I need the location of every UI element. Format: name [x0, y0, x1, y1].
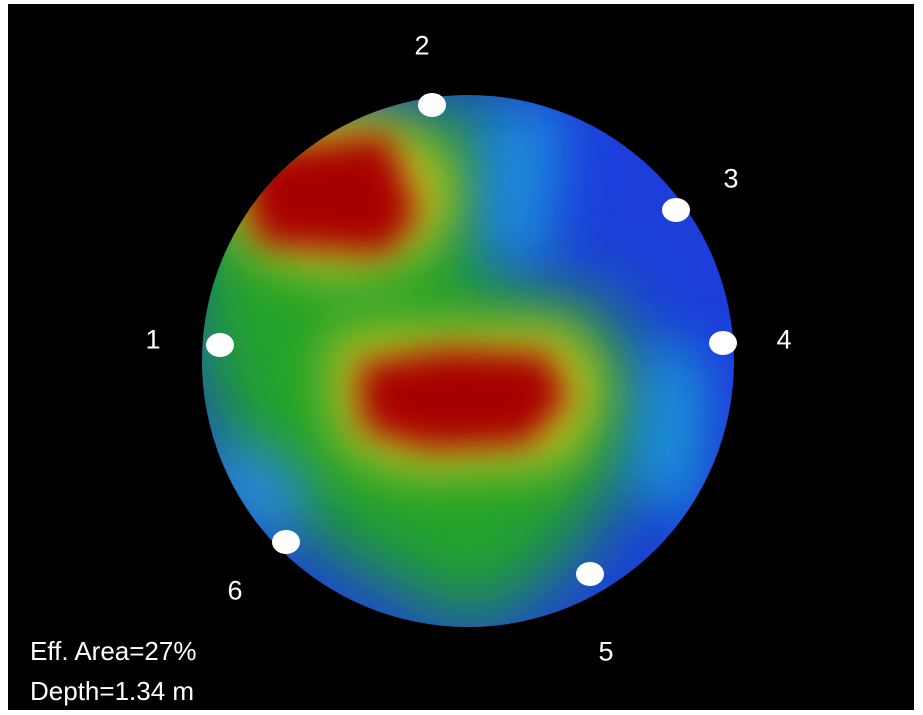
sensor-label-1: 1 [145, 324, 161, 355]
sensor-marker-2 [418, 93, 446, 117]
sensor-markers [206, 93, 737, 586]
sensor-marker-5 [576, 562, 604, 586]
sensor-label-3: 3 [723, 163, 739, 194]
sensor-marker-4 [709, 331, 737, 355]
sensor-label-4: 4 [776, 324, 792, 355]
sensor-marker-3 [662, 198, 690, 222]
eff-area-readout: Eff. Area=27% [30, 636, 197, 666]
velocity-map [202, 95, 734, 627]
sensor-marker-1 [206, 333, 234, 357]
sensor-marker-6 [272, 530, 300, 554]
scan-frame: 1 2 3 4 5 6 Eff. Area=27% Depth=1.34 m [8, 4, 914, 710]
depth-readout: Depth=1.34 m [30, 676, 195, 706]
sensor-label-5: 5 [598, 636, 614, 667]
sensor-label-6: 6 [227, 575, 243, 606]
sensor-label-2: 2 [414, 30, 430, 61]
tomogram [202, 93, 737, 627]
